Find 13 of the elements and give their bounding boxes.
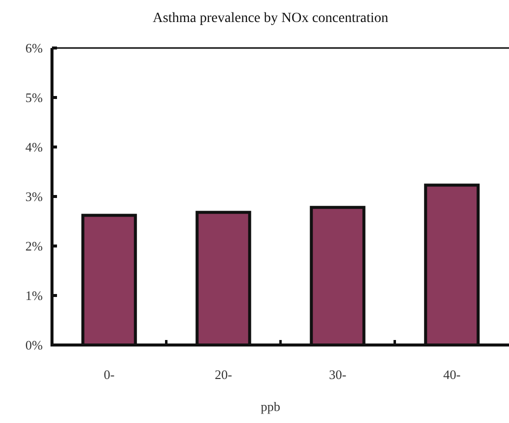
x-tick-label: 30- [328, 367, 346, 382]
x-tick-label: 40- [443, 367, 461, 382]
chart-title: Asthma prevalence by NOx concentration [152, 11, 388, 26]
x-tick-label: 20- [214, 367, 232, 382]
x-tick-label: 0- [104, 367, 115, 382]
y-tick-label: 4% [25, 140, 43, 155]
y-tick-label: 1% [25, 288, 43, 304]
y-tick-label: 0% [25, 338, 43, 353]
y-tick-label: 3% [25, 189, 43, 204]
y-tick-label: 6% [25, 40, 43, 56]
x-axis-title: ppb [260, 399, 280, 414]
y-tick-label: 5% [25, 90, 43, 106]
y-tick-label: 2% [25, 238, 43, 254]
